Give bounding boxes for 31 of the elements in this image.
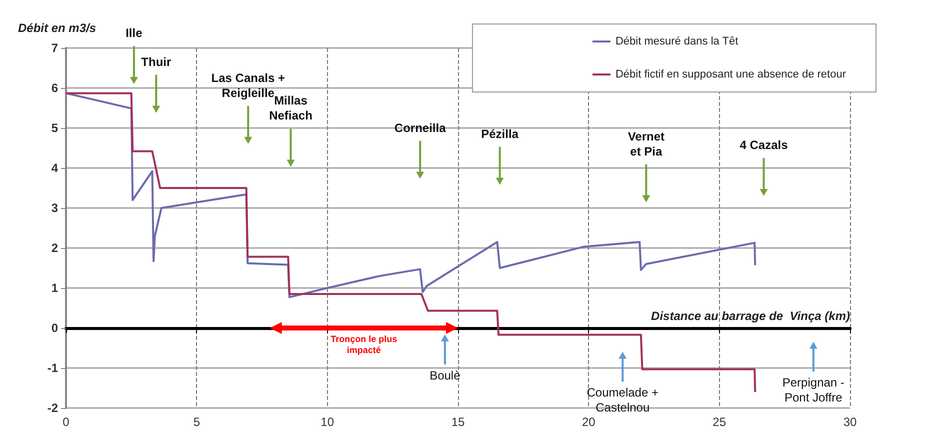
annotation: Perpignan - Pont Joffre	[782, 376, 844, 405]
x-tick-label: 25	[712, 415, 726, 429]
annotation: Corneilla	[394, 120, 446, 135]
annotation: Boulè	[430, 368, 461, 383]
x-axis-title: Distance au barrage de Vinça (km)	[651, 309, 850, 323]
annotation: Vernet et Pia	[628, 129, 665, 158]
y-tick-label: 3	[51, 201, 58, 215]
text: Ille	[126, 26, 143, 40]
x-tick-label: 10	[320, 415, 334, 429]
annotation: Thuir	[141, 54, 172, 69]
y-tick-label: -2	[47, 401, 58, 415]
y-tick-label: 5	[51, 121, 58, 135]
x-tick-label: 15	[451, 415, 465, 429]
x-tick-label: 5	[193, 415, 200, 429]
y-tick-label: 1	[51, 281, 58, 295]
legend-label: Débit mesuré dans la Têt	[615, 36, 738, 48]
y-tick-label: 7	[51, 41, 58, 55]
annotation: Tronçon le plus impacté	[330, 334, 398, 355]
y-tick-label: 4	[51, 161, 58, 175]
y-axis-title: Débit en m3/s	[18, 21, 96, 35]
x-tick-label: 30	[843, 415, 857, 429]
annotation: 4 Cazals	[740, 138, 788, 152]
x-tick-label: 0	[62, 415, 70, 429]
y-tick-label: -1	[47, 361, 58, 375]
legend-label: Débit fictif en supposant une absence de retour	[615, 68, 846, 80]
y-tick-label: 6	[51, 81, 58, 95]
x-tick-label: 20	[582, 415, 596, 429]
annotation: Pézilla	[481, 126, 519, 141]
y-tick-label: 0	[51, 321, 58, 335]
y-tick-label: 2	[51, 241, 58, 255]
annotation: Coumelade + Castelnou	[586, 386, 658, 415]
